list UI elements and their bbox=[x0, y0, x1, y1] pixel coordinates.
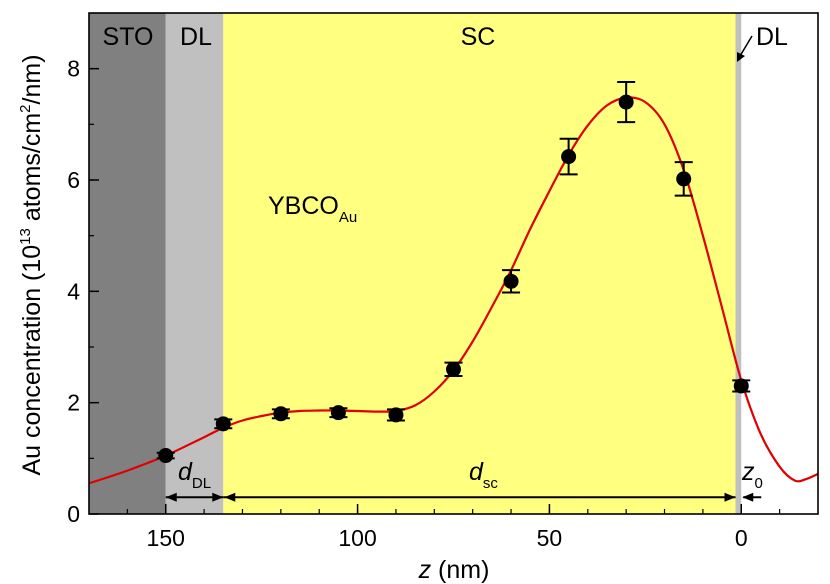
region-labels: STO DL SC DL bbox=[103, 23, 788, 62]
data-point bbox=[503, 273, 519, 289]
region-label-sto-0: STO bbox=[103, 23, 154, 51]
plot-frame bbox=[88, 12, 819, 515]
series-label: YBCOAu bbox=[268, 192, 357, 226]
region-bands bbox=[89, 13, 742, 514]
y-tick-label: 2 bbox=[67, 390, 80, 416]
z0-arrowhead bbox=[742, 492, 754, 502]
data-point bbox=[561, 149, 577, 165]
d-sc-arrowhead-left bbox=[224, 492, 236, 502]
region-dl-3 bbox=[735, 13, 742, 514]
x-tick-label: 50 bbox=[537, 525, 563, 551]
x-tick-label: 150 bbox=[147, 525, 185, 551]
region-label-sc-2: SC bbox=[461, 23, 496, 51]
fit-curve bbox=[88, 96, 819, 485]
data-point bbox=[330, 405, 346, 421]
tick-labels: 150 100 50 0 0 2 4 6 8 bbox=[67, 56, 747, 551]
data-point bbox=[676, 171, 692, 187]
y-axis-title: Au concentration (1013 atoms/cm2/nm) bbox=[17, 54, 46, 475]
x-axis-title: z (nm) bbox=[418, 556, 490, 584]
y-tick-label: 0 bbox=[67, 501, 80, 527]
z0-label: z0 bbox=[741, 458, 763, 492]
region-label-dl-3: DL bbox=[756, 23, 788, 51]
data-point bbox=[158, 448, 174, 464]
y-tick-label: 4 bbox=[67, 278, 80, 304]
data-point bbox=[733, 378, 749, 394]
dl-pointer-head bbox=[737, 52, 745, 62]
d-sc-arrowhead-right bbox=[724, 492, 736, 502]
d-sc-label: dsc bbox=[469, 458, 498, 492]
d-dl-arrowhead-left bbox=[165, 492, 177, 502]
region-sc-2 bbox=[223, 13, 736, 514]
y-tick-label: 6 bbox=[67, 167, 80, 193]
data-point bbox=[215, 416, 231, 432]
data-point bbox=[273, 406, 289, 422]
d-dl-label: dDL bbox=[178, 458, 211, 492]
data-point bbox=[388, 407, 404, 423]
data-point bbox=[618, 94, 634, 110]
region-sto-0 bbox=[89, 13, 166, 514]
region-label-dl-1: DL bbox=[180, 23, 212, 51]
data-points bbox=[158, 94, 749, 464]
dl-pointer-line bbox=[739, 35, 753, 57]
x-tick-label: 0 bbox=[735, 525, 748, 551]
x-tick-label: 100 bbox=[338, 525, 376, 551]
region-dl-1 bbox=[165, 13, 224, 514]
y-tick-label: 8 bbox=[67, 56, 80, 82]
data-point bbox=[446, 361, 461, 377]
d-dl-arrowhead-right bbox=[212, 492, 224, 502]
dimension-arrows bbox=[165, 492, 762, 502]
